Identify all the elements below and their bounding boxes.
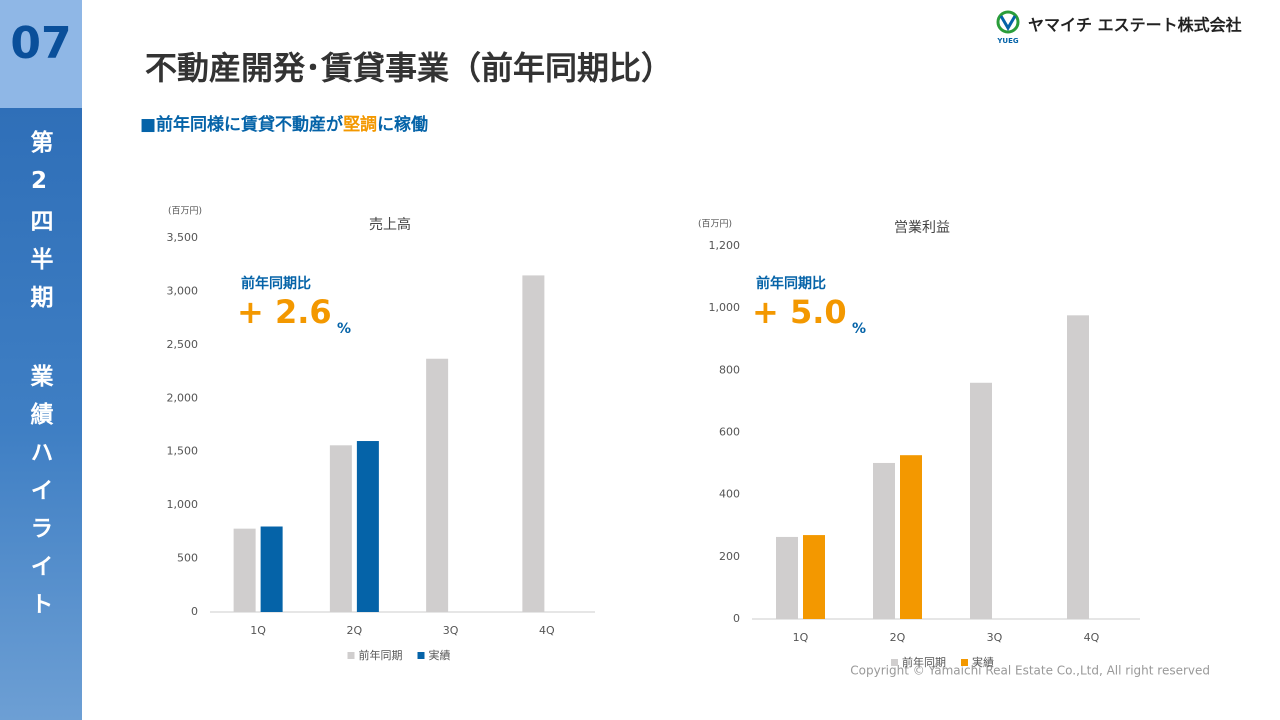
section-label: 第2四半期 業績ハイライト: [26, 130, 52, 630]
x-tick-label: 3Q: [443, 624, 459, 637]
y-tick-label: 1,500: [167, 445, 199, 458]
legend-label: 前年同期: [902, 655, 946, 669]
bar: [260, 526, 283, 612]
y-tick-label: 2,500: [167, 338, 199, 351]
legend-swatch: [891, 659, 898, 666]
legend-swatch: [347, 652, 355, 659]
x-tick-label: 3Q: [987, 631, 1003, 644]
chart-title: 営業利益: [894, 220, 950, 236]
x-tick-label: 2Q: [347, 624, 363, 637]
y-tick-label: 500: [177, 552, 198, 565]
bar: [233, 528, 256, 612]
bar: [426, 358, 449, 612]
legend-swatch: [417, 652, 425, 659]
x-tick-label: 4Q: [539, 624, 555, 637]
subtitle-tail: に稼働: [377, 114, 428, 135]
annotation-label: 前年同期比: [756, 275, 826, 292]
subtitle-lead: ■前年同様に賃貸不動産が: [140, 114, 343, 135]
bar: [970, 382, 992, 619]
subtitle-highlight: 堅調: [343, 114, 377, 135]
y-unit: (百万円): [698, 219, 732, 230]
bar: [873, 462, 895, 619]
annotation-label: 前年同期比: [241, 275, 311, 292]
annotation-value: + 5.0: [752, 293, 847, 331]
y-tick-label: 800: [719, 363, 740, 376]
y-tick-label: 3,500: [167, 231, 199, 244]
y-tick-label: 1,000: [167, 498, 199, 511]
y-tick-label: 1,200: [709, 239, 741, 252]
y-tick-label: 1,000: [709, 301, 741, 314]
x-tick-label: 1Q: [250, 624, 266, 637]
legend-label: 実績: [429, 648, 451, 662]
logo-mark: [999, 15, 1017, 31]
x-tick-label: 2Q: [890, 631, 906, 644]
y-tick-label: 2,000: [167, 391, 199, 404]
bar: [900, 455, 922, 619]
x-tick-label: 1Q: [793, 631, 809, 644]
bar: [356, 441, 379, 612]
y-tick-label: 0: [733, 612, 740, 625]
sidebar: 07 第2四半期 業績ハイライト: [0, 0, 82, 720]
company-name: ヤマイチ エステート株式会社: [1028, 16, 1242, 35]
legend-swatch: [961, 659, 968, 666]
slide-title: 不動産開発･賃貸事業（前年同期比）: [145, 49, 673, 87]
legend-label: 実績: [972, 655, 994, 669]
y-tick-label: 0: [191, 605, 198, 618]
bar: [776, 536, 798, 619]
y-tick-label: 200: [719, 550, 740, 563]
y-tick-label: 3,000: [167, 284, 199, 297]
bar: [329, 445, 352, 612]
x-tick-label: 4Q: [1084, 631, 1100, 644]
y-tick-label: 600: [719, 426, 740, 439]
legend-label: 前年同期: [359, 648, 403, 662]
subtitle: ■前年同様に賃貸不動産が堅調に稼働: [140, 114, 428, 135]
copyright: Copyright © Yamaichi Real Estate Co.,Ltd…: [850, 664, 1210, 678]
bar: [522, 275, 545, 612]
annotation-unit: %: [337, 321, 351, 337]
bar: [803, 535, 825, 619]
logo-text: YUEG: [996, 37, 1019, 45]
y-unit: (百万円): [168, 206, 202, 217]
slide-number: 07: [10, 18, 72, 69]
y-tick-label: 400: [719, 488, 740, 501]
logo-mark: [996, 10, 1020, 34]
chart-title: 売上高: [369, 216, 411, 233]
bar: [1067, 315, 1089, 619]
annotation-value: + 2.6: [237, 293, 332, 331]
annotation-unit: %: [852, 321, 866, 337]
